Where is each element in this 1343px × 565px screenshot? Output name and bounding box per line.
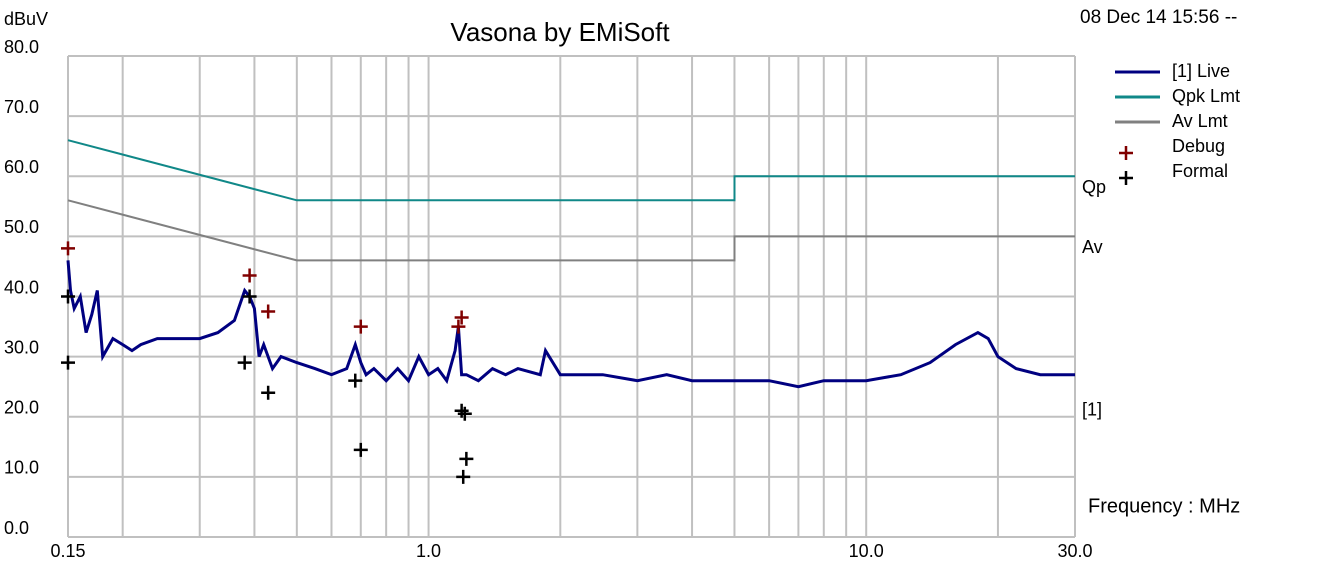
y-tick-label: 0.0 (4, 518, 29, 538)
legend-swatch (1119, 146, 1133, 160)
marker (454, 403, 469, 418)
y-tick-label: 80.0 (4, 37, 39, 57)
y-tick-label: 10.0 (4, 458, 39, 478)
annotation: Av (1082, 237, 1103, 257)
y-tick-label: 30.0 (4, 337, 39, 357)
series-line (66, 260, 1075, 389)
marker (456, 469, 471, 484)
legend-swatch (1119, 171, 1133, 185)
marker (61, 241, 75, 256)
marker (353, 319, 368, 334)
x-axis-label: Frequency : MHz (1088, 495, 1240, 517)
y-tick-label: 40.0 (4, 277, 39, 297)
y-tick-label: 50.0 (4, 217, 39, 237)
x-tick-label: 0.15 (50, 541, 85, 561)
series-line (67, 139, 1075, 202)
marker (459, 451, 474, 466)
chart-title: Vasona by EMiSoft (450, 17, 670, 47)
marker (61, 289, 75, 304)
legend-label: Formal (1172, 161, 1228, 181)
marker (457, 406, 472, 421)
legend-label: Debug (1172, 136, 1225, 156)
marker (261, 385, 276, 400)
legend-label: Qpk Lmt (1172, 86, 1240, 106)
marker (242, 289, 257, 304)
y-tick-label: 70.0 (4, 97, 39, 117)
timestamp: 08 Dec 14 15:56 -- (1080, 7, 1237, 28)
marker (61, 355, 75, 370)
series-line (67, 199, 1075, 262)
marker (237, 355, 252, 370)
marker (454, 310, 469, 325)
marker (348, 373, 363, 388)
annotation: Qp (1082, 177, 1106, 197)
legend-label: [1] Live (1172, 61, 1230, 81)
x-tick-label: 30.0 (1057, 541, 1092, 561)
y-axis-label: dBuV (4, 9, 48, 29)
legend-label: Av Lmt (1172, 111, 1228, 131)
x-tick-label: 1.0 (416, 541, 441, 561)
marker (242, 268, 257, 283)
marker (261, 304, 276, 319)
x-tick-label: 10.0 (849, 541, 884, 561)
marker (451, 319, 466, 334)
annotation: [1] (1082, 399, 1102, 419)
marker (353, 442, 368, 457)
y-tick-label: 20.0 (4, 398, 39, 418)
y-tick-label: 60.0 (4, 157, 39, 177)
